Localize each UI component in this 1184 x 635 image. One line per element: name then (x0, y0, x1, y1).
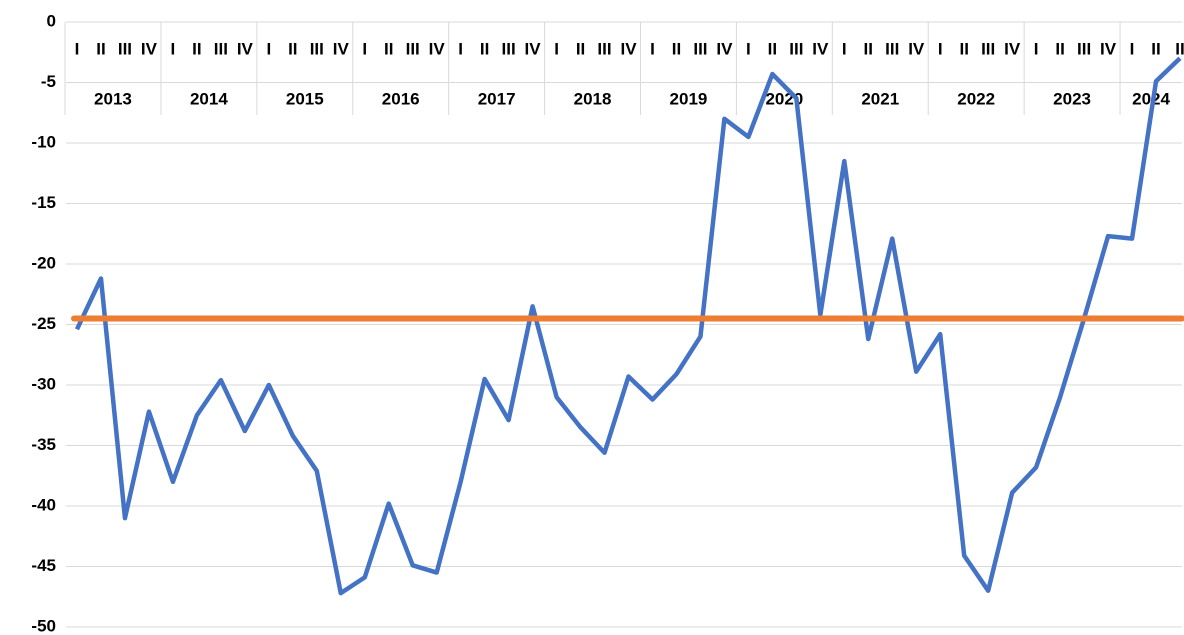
y-tick-label: -10 (31, 132, 56, 151)
quarter-label: II (959, 39, 968, 58)
quarter-label: II (768, 39, 777, 58)
quarter-label: IV (141, 39, 158, 58)
quarter-label: I (1034, 39, 1039, 58)
y-tick-label: -40 (31, 495, 56, 514)
data-line (74, 56, 1182, 596)
quarter-label: IV (429, 39, 446, 58)
year-label: 2018 (574, 89, 612, 108)
quarter-label: II (1055, 39, 1064, 58)
y-tick-label: -15 (31, 193, 56, 212)
quarter-label: I (362, 39, 367, 58)
quarter-label: III (502, 39, 516, 58)
y-tick-label: -25 (31, 314, 56, 333)
quarter-label: III (214, 39, 228, 58)
quarter-label: I (171, 39, 176, 58)
quarter-label: II (864, 39, 873, 58)
y-tick-label: -35 (31, 435, 56, 454)
quarter-label: I (650, 39, 655, 58)
quarter-label: I (554, 39, 559, 58)
quarter-label: II (384, 39, 393, 58)
quarter-label: I (1130, 39, 1135, 58)
y-tick-label: -30 (31, 374, 56, 393)
quarter-label: I (266, 39, 271, 58)
quarter-label: IV (812, 39, 829, 58)
year-label: 2021 (861, 89, 899, 108)
quarter-label: III (885, 39, 899, 58)
year-label: 2023 (1053, 89, 1091, 108)
quarter-label: III (981, 39, 995, 58)
year-label: 2013 (94, 89, 132, 108)
year-label: 2014 (190, 89, 228, 108)
quarter-label: III (597, 39, 611, 58)
quarter-label: III (693, 39, 707, 58)
quarter-label: II (96, 39, 105, 58)
quarter-label: IV (1100, 39, 1117, 58)
year-label: 2019 (670, 89, 708, 108)
year-label: 2022 (957, 89, 995, 108)
quarter-label: II (192, 39, 201, 58)
quarter-label: II (480, 39, 489, 58)
quarter-label: IV (620, 39, 637, 58)
year-label: 2015 (286, 89, 324, 108)
y-tick-label: 0 (47, 11, 56, 30)
y-tick-label: -45 (31, 556, 56, 575)
quarter-label: I (458, 39, 463, 58)
y-tick-label: -5 (41, 72, 56, 91)
year-label: 2016 (382, 89, 420, 108)
y-tick-label: -20 (31, 253, 56, 272)
quarter-label: III (789, 39, 803, 58)
quarter-label: I (746, 39, 751, 58)
quarter-label: III (1077, 39, 1091, 58)
quarter-label: III (118, 39, 132, 58)
quarter-label: I (938, 39, 943, 58)
quarter-label: I (75, 39, 80, 58)
quarter-label: IV (237, 39, 254, 58)
year-label: 2017 (478, 89, 516, 108)
quarter-label: I (842, 39, 847, 58)
quarter-label: III (406, 39, 420, 58)
y-tick-label: -50 (31, 616, 56, 635)
quarter-label: II (672, 39, 681, 58)
quarter-label: II (1151, 39, 1160, 58)
quarter-label: IV (525, 39, 542, 58)
quarter-label: II (1175, 39, 1184, 58)
quarter-label: II (288, 39, 297, 58)
quarter-label: IV (716, 39, 733, 58)
quarter-label: IV (1004, 39, 1021, 58)
quarter-label: IV (908, 39, 925, 58)
quarter-label: IV (333, 39, 350, 58)
quarter-label: III (310, 39, 324, 58)
quarter-label: II (576, 39, 585, 58)
